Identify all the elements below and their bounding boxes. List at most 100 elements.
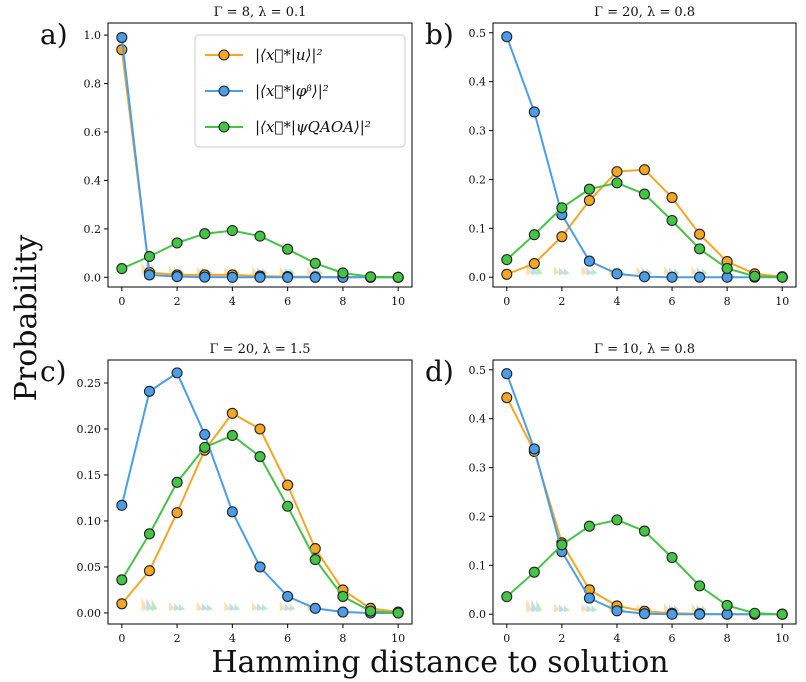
baseline-marker [169, 601, 176, 611]
x-tick-label: 10 [775, 632, 789, 645]
panel-4: d) Γ = 10, λ = 0.8 0.0 0.1 0.2 0.3 0.4 0.5 0 2 4 6 8… [425, 342, 797, 645]
data-point [611, 605, 623, 617]
data-point [392, 607, 404, 619]
data-point [666, 271, 678, 283]
legend: |⟨x⃗*|u⟩|² |⟨x⃗*|φᵝ⟩|² |⟨x⃗*|ψQAOA⟩|² [194, 34, 406, 148]
data-point [694, 580, 706, 592]
data-point [501, 268, 513, 280]
legend-label: |⟨x⃗*|u⟩|² [255, 46, 323, 64]
panel-letter: c) [40, 355, 67, 388]
data-point [694, 228, 706, 240]
data-point [226, 429, 238, 441]
y-tick-label: 0.4 [469, 76, 487, 89]
data-point [611, 166, 623, 178]
y-axis-title: Probability [9, 235, 44, 402]
y-tick-label: 0.6 [84, 126, 102, 139]
data-point [226, 225, 238, 237]
data-point [282, 271, 294, 283]
data-point [694, 271, 706, 283]
x-tick-label: 4 [613, 295, 620, 308]
data-point [694, 243, 706, 255]
data-point [638, 188, 651, 200]
data-point [226, 271, 238, 283]
data-point [309, 271, 321, 283]
baseline-marker [526, 598, 533, 613]
x-tick-label: 0 [503, 632, 510, 645]
baseline-marker [591, 268, 598, 276]
panel-title: Γ = 10, λ = 0.8 [594, 342, 695, 357]
baseline-marker [284, 602, 291, 611]
baseline-marker [201, 602, 208, 611]
baseline-marker [252, 601, 258, 611]
data-point [583, 520, 595, 532]
panel-title: Γ = 8, λ = 0.1 [214, 5, 307, 20]
data-point [694, 608, 706, 620]
x-tick-label: 6 [284, 295, 291, 308]
x-tick-label: 4 [229, 295, 236, 308]
baseline-marker [262, 603, 268, 611]
data-point [171, 507, 183, 519]
data-point [666, 551, 678, 564]
data-point [116, 263, 128, 275]
x-tick-label: 6 [669, 632, 676, 645]
data-point [143, 528, 156, 540]
y-tick-label: 1.0 [84, 29, 102, 42]
x-tick-label: 4 [229, 632, 236, 645]
baseline-marker [196, 601, 203, 611]
y-tick-label: 0.4 [469, 413, 487, 426]
y-tick-label: 0.8 [84, 78, 102, 91]
x-tick-label: 2 [558, 632, 565, 645]
baseline-marker [234, 603, 241, 611]
data-point [364, 605, 377, 617]
data-point [556, 539, 568, 551]
data-point [666, 214, 678, 227]
legend-swatch-marker [218, 121, 230, 133]
panels-group: a) Γ = 8, λ = 0.1 0.0 0.2 0.4 0.6 0.8 1.0 0 2 4 6 8 1… [40, 5, 797, 645]
series-3 [501, 514, 788, 620]
baseline-marker [141, 596, 148, 611]
data-point [528, 106, 540, 118]
plot-frame [107, 359, 413, 625]
data-point [501, 31, 513, 43]
data-point [528, 229, 540, 241]
data-point [611, 177, 623, 189]
series-3 [116, 429, 404, 619]
data-point [776, 608, 788, 620]
series-line [120, 371, 399, 614]
baseline-marker [553, 266, 560, 276]
baseline-marker [558, 267, 565, 276]
legend-label: |⟨x⃗*|ψQAOA⟩|² [255, 118, 371, 136]
series-line [506, 168, 783, 278]
data-point [226, 506, 238, 518]
baseline-marker [591, 605, 598, 613]
data-point [638, 164, 651, 176]
series-line [505, 36, 783, 279]
series-3 [501, 177, 788, 283]
y-tick-label: 0.15 [77, 469, 102, 482]
data-point [199, 271, 211, 283]
series-2 [501, 368, 788, 620]
data-point [501, 368, 513, 380]
data-point [666, 608, 678, 620]
data-point [116, 574, 128, 586]
y-tick-label: 0.0 [469, 271, 487, 284]
data-point [666, 191, 678, 204]
data-point [116, 499, 128, 511]
baseline-marker [224, 601, 231, 611]
legend-swatch-marker [218, 85, 230, 97]
x-tick-label: 2 [174, 632, 181, 645]
y-tick-label: 0.2 [84, 223, 102, 236]
baseline-marker [586, 267, 593, 276]
data-point [199, 228, 211, 240]
data-point [501, 392, 513, 404]
legend-swatch-marker [218, 49, 230, 61]
legend-label: |⟨x⃗*|φᵝ⟩|² [255, 82, 329, 100]
baseline-marker [289, 603, 296, 611]
x-axis-title: Hamming distance to solution [211, 645, 668, 680]
y-tick-label: 0.1 [469, 222, 487, 235]
data-point [254, 230, 266, 242]
panel-letter: d) [425, 355, 454, 388]
y-tick-label: 0.2 [469, 173, 487, 186]
data-point [254, 451, 266, 463]
y-tick-label: 0.05 [77, 561, 102, 574]
